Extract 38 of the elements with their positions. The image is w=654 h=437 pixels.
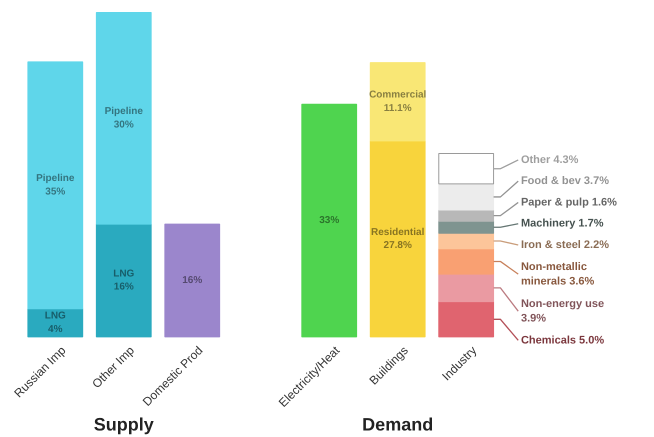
- text: Paper & pulp 1.6%: [520, 196, 617, 208]
- data-label: 11.1%: [384, 102, 412, 114]
- text: Machinery 1.7%: [520, 218, 604, 230]
- series-label: LNG: [44, 310, 66, 322]
- series-label: Residential: [371, 226, 425, 238]
- data-label: 35%: [45, 186, 66, 198]
- bar: [301, 104, 358, 338]
- text: Non-metallic minerals 3.6%: [520, 260, 594, 288]
- bar: [96, 12, 152, 225]
- series-label: Pipeline: [104, 106, 144, 118]
- data-label: 27.8%: [384, 240, 412, 251]
- bar: [27, 61, 84, 310]
- text: Other 4.3%: [520, 154, 578, 166]
- text: Supply: [94, 414, 154, 435]
- bar: [370, 140, 426, 338]
- bar: [164, 224, 220, 338]
- bar: [438, 248, 494, 275]
- data-label: 16%: [182, 275, 202, 286]
- data-label: 3.9%: [520, 312, 546, 324]
- bar: [370, 62, 426, 142]
- bar: [438, 274, 494, 302]
- text: Chemicals 5.0%: [520, 334, 604, 346]
- bar: [438, 232, 494, 250]
- data-label: 33%: [319, 215, 340, 226]
- text: Demand: [362, 414, 434, 435]
- bar: [438, 209, 494, 222]
- bar: [438, 183, 494, 210]
- data-label: 16%: [114, 282, 134, 293]
- data-label: 4%: [48, 324, 63, 335]
- data-label: 30%: [114, 119, 134, 130]
- text: Non-energy use: [520, 298, 604, 310]
- text: Food & bev 3.7%: [520, 175, 609, 188]
- bar: [438, 301, 494, 338]
- text: Pipeline: [36, 173, 74, 184]
- text: LNG: [113, 268, 134, 280]
- bar: [438, 220, 494, 234]
- bar: [96, 224, 152, 338]
- text: Iron & steel 2.2%: [520, 238, 610, 251]
